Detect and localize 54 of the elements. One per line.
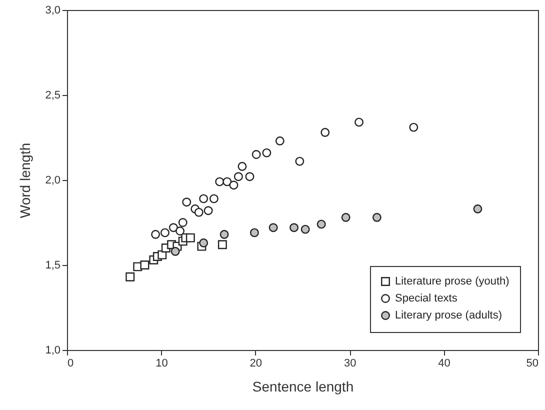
x-tick-label: 30 [344,358,356,370]
point [409,122,418,132]
point [178,218,188,227]
legend-label: Literary prose (adults) [395,310,502,322]
point [268,223,278,232]
x-tick-label: 50 [526,358,538,370]
point [262,148,272,158]
point [199,238,208,248]
point [275,136,284,146]
y-tick-label: 1,5 [45,260,60,272]
point [176,226,185,236]
x-tick-label: 20 [250,358,262,370]
point [126,272,135,282]
point [170,246,180,256]
point [199,194,208,204]
y-tick-label: 3,0 [45,4,60,16]
point [252,150,261,159]
x-axis-title: Sentence length [252,378,354,394]
legend-label: Special texts [395,292,458,304]
point [234,172,243,182]
y-tick-label: 1,0 [45,344,60,356]
point [250,228,259,238]
point [245,172,254,182]
point [354,118,364,127]
point [290,223,298,232]
point [372,212,382,222]
y-tick-label: 2,0 [45,174,60,186]
point [140,260,150,270]
x-tick-label: 0 [68,358,74,370]
y-tick-label: 2,5 [45,90,60,102]
point [220,230,229,239]
point [473,204,482,214]
point [209,194,218,204]
legend-label: Literature prose (youth) [395,276,510,288]
x-tick-label: 10 [156,358,168,370]
point [341,212,350,222]
point [229,180,238,190]
point [295,156,304,166]
point [204,206,213,216]
point [222,177,232,186]
point [320,128,330,137]
point [215,177,224,186]
point [151,230,160,239]
point [300,224,310,234]
point [182,198,192,207]
point [168,223,178,232]
x-tick-label: 40 [438,358,450,370]
y-axis-title: Word length [17,142,34,218]
point [160,228,170,238]
point [238,162,247,171]
point [186,233,195,242]
point [218,240,227,250]
point [316,220,326,229]
point [194,208,204,217]
